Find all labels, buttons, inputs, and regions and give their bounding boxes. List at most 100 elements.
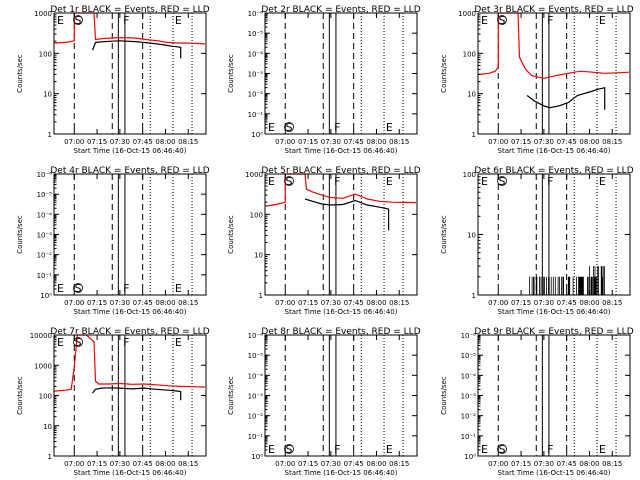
- y-tick-label: 10: [43, 91, 52, 99]
- x-tick-label: 07:45: [133, 138, 153, 146]
- x-axis-label: Start Time (16-Oct-15 06:46:40): [74, 147, 187, 155]
- x-axis-label: Start Time (16-Oct-15 06:46:40): [498, 147, 611, 155]
- x-tick-label: 08:00: [366, 138, 386, 146]
- y-tick-label: 10: [467, 91, 476, 99]
- x-tick-label: 07:15: [298, 460, 318, 468]
- y-tick-label: 10: [254, 252, 263, 260]
- x-tick-label: 07:30: [110, 138, 130, 146]
- x-tick-label: 08:00: [366, 299, 386, 307]
- detector-plot-8: Det 8r BLACK = Events, RED = LLD 10⁰ 10⁻¹ 1…: [227, 327, 421, 477]
- y-tick-label: 100: [463, 171, 476, 179]
- x-tick-label: 07:45: [557, 299, 577, 307]
- x-tick-label: 07:45: [344, 460, 364, 468]
- detector-plot-4: Det 4r BLACK = Events, RED = LLD 10⁰ 10⁻¹ 1…: [16, 166, 210, 316]
- x-tick-label: 08:00: [155, 138, 175, 146]
- plot-title: Det 6r BLACK = Events, RED = LLD: [474, 166, 633, 176]
- marker-lines: [497, 335, 617, 456]
- x-tick-label: 08:15: [389, 299, 409, 307]
- marker-lines: [284, 174, 404, 295]
- y-tick-label: 10⁻⁶: [248, 332, 264, 340]
- y-axis-label: Counts/sec: [16, 376, 24, 415]
- event-letter-s: S: [286, 443, 293, 456]
- event-letter-s: S: [286, 121, 293, 134]
- marker-lines: [497, 174, 617, 295]
- event-letter-s: S: [499, 175, 506, 188]
- y-tick-label: 10⁻⁵: [248, 30, 264, 38]
- plot-frame: [53, 334, 207, 457]
- y-tick-label: 10⁻⁶: [37, 171, 53, 179]
- x-tick-label: 08:15: [602, 138, 622, 146]
- y-axis-label: Counts/sec: [16, 54, 24, 93]
- y-tick-label: 10⁻⁴: [248, 372, 264, 380]
- detector-plot-1: Det 1r BLACK = Events, RED = LLD 1 10 100 10…: [16, 5, 210, 155]
- x-tick-label: 07:00: [275, 460, 295, 468]
- x-tick-label: 07:15: [298, 138, 318, 146]
- event-letter-s: S: [499, 443, 506, 456]
- marker-lines: [284, 335, 404, 456]
- y-tick-label: 10⁻¹: [461, 433, 477, 441]
- plot-title: Det 1r BLACK = Events, RED = LLD: [50, 5, 209, 15]
- event-letter-s: S: [75, 14, 82, 27]
- x-axis-label: Start Time (16-Oct-15 06:46:40): [74, 308, 187, 316]
- y-tick-label: 10⁻³: [248, 393, 264, 401]
- y-tick-label: 10⁻²: [248, 91, 264, 99]
- x-tick-label: 08:15: [178, 460, 198, 468]
- x-tick-label: 07:00: [488, 299, 508, 307]
- y-axis-label: Counts/sec: [16, 215, 24, 254]
- event-letter-e: E: [175, 282, 182, 295]
- x-tick-label: 07:30: [321, 460, 341, 468]
- plot-frame: [477, 334, 631, 457]
- event-letter-f: F: [334, 443, 340, 456]
- y-tick-label: 1: [48, 131, 52, 139]
- plot-frame: [477, 12, 631, 135]
- y-tick-label: 1000: [34, 10, 52, 18]
- x-tick-label: 07:45: [133, 460, 153, 468]
- event-letter-e: E: [175, 336, 182, 349]
- x-tick-label: 08:15: [178, 299, 198, 307]
- event-letter-e: E: [386, 443, 393, 456]
- plot-frame: [264, 173, 418, 296]
- detector-plot-6: Det 6r BLACK = Events, RED = LLD 1 10 100 07…: [440, 166, 634, 316]
- x-tick-label: 07:45: [344, 299, 364, 307]
- x-tick-label: 07:30: [534, 460, 554, 468]
- plot-frame: [264, 12, 418, 135]
- y-tick-label: 10⁻⁶: [248, 10, 264, 18]
- y-tick-label: 10⁻⁵: [461, 352, 477, 360]
- event-letter-e: E: [599, 175, 606, 188]
- x-tick-label: 07:30: [110, 460, 130, 468]
- x-tick-label: 07:30: [534, 299, 554, 307]
- detector-plot-7: Det 7r BLACK = Events, RED = LLD 1 10 100 10…: [16, 327, 210, 477]
- x-tick-label: 07:15: [511, 299, 531, 307]
- marker-lines: [73, 13, 193, 134]
- x-tick-label: 07:30: [534, 138, 554, 146]
- y-axis-label: Counts/sec: [227, 376, 235, 415]
- detector-plot-3: Det 3r BLACK = Events, RED = LLD 1 10 100 10…: [440, 5, 634, 155]
- event-circle-marker: [73, 15, 83, 25]
- y-axis-label: Counts/sec: [440, 215, 448, 254]
- y-tick-label: 100: [463, 50, 476, 58]
- series-line-events: [92, 387, 182, 401]
- y-tick-label: 10⁰: [40, 292, 52, 300]
- y-tick-label: 10: [43, 423, 52, 431]
- event-letter-f: F: [123, 336, 129, 349]
- y-tick-label: 1000: [245, 171, 263, 179]
- event-circle-marker: [284, 444, 294, 454]
- event-circle-marker: [497, 444, 507, 454]
- x-tick-label: 08:15: [602, 460, 622, 468]
- x-tick-label: 07:45: [557, 460, 577, 468]
- event-letter-e: E: [57, 336, 64, 349]
- y-tick-label: 10⁻¹: [248, 111, 264, 119]
- x-tick-label: 08:15: [389, 138, 409, 146]
- x-tick-label: 07:15: [87, 138, 107, 146]
- event-circle-marker: [284, 176, 294, 186]
- event-letter-e: E: [599, 443, 606, 456]
- x-tick-label: 07:00: [64, 299, 84, 307]
- event-circle-marker: [497, 176, 507, 186]
- x-axis-label: Start Time (16-Oct-15 06:46:40): [285, 469, 398, 477]
- y-tick-label: 10⁰: [251, 131, 263, 139]
- marker-lines: [284, 13, 404, 134]
- x-axis-label: Start Time (16-Oct-15 06:46:40): [285, 147, 398, 155]
- plot-title: Det 5r BLACK = Events, RED = LLD: [261, 166, 420, 176]
- series-line-lld: [265, 173, 417, 207]
